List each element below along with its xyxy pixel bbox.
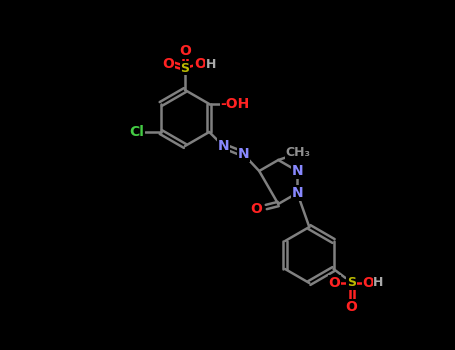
Text: S: S (347, 276, 356, 289)
Text: H: H (206, 57, 216, 70)
Text: O: O (329, 276, 340, 290)
Text: O: O (250, 202, 262, 216)
Text: Cl: Cl (129, 125, 144, 139)
Text: O: O (162, 57, 174, 71)
Text: -OH: -OH (221, 97, 250, 111)
Text: O: O (363, 276, 374, 290)
Text: N: N (238, 147, 249, 161)
Text: S: S (181, 62, 189, 75)
Text: CH₃: CH₃ (286, 146, 311, 159)
Text: O: O (346, 300, 358, 314)
Text: H: H (374, 276, 384, 289)
Text: O: O (194, 57, 206, 71)
Text: N: N (292, 164, 303, 178)
Text: N: N (292, 186, 303, 200)
Text: O: O (179, 44, 191, 58)
Text: N: N (217, 139, 229, 153)
